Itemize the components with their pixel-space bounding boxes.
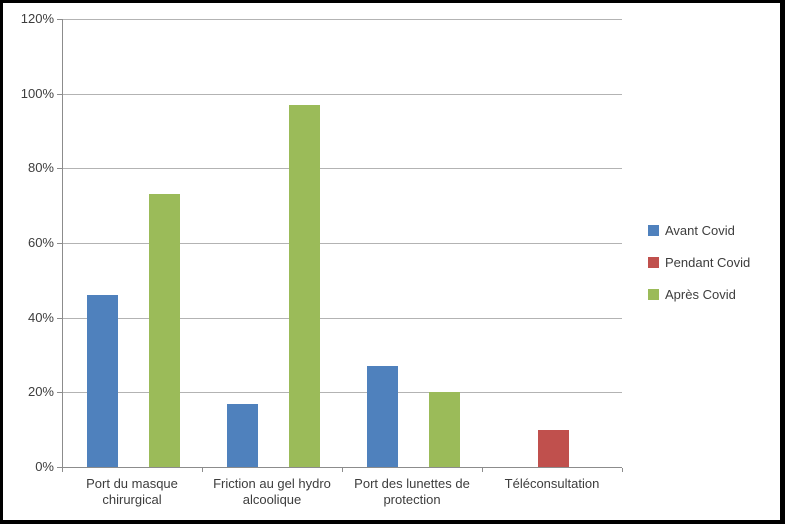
bar-après-covid-cat3 [429,392,460,467]
y-axis-tick-label: 120% [20,11,54,26]
y-axis-line [62,19,63,468]
y-axis-tick-80 [57,168,62,169]
gridline-80 [63,168,622,169]
x-axis-tick-3 [482,468,483,472]
y-axis-tick-label: 60% [27,235,54,250]
bar-avant-covid-cat2 [227,404,258,467]
x-axis-category-label: Friction au gel hydro alcoolique [213,476,331,507]
x-axis-line [57,467,622,468]
x-axis-tick-4 [622,468,623,472]
x-axis-tick-0 [62,468,63,472]
x-axis-category-label: Téléconsultation [504,476,600,491]
x-axis-tick-1 [202,468,203,472]
legend-swatch-icon [648,257,659,268]
y-axis-tick-40 [57,318,62,319]
y-axis-tick-label: 80% [27,160,54,175]
y-axis-tick-label: 20% [27,384,54,399]
y-axis-tick-100 [57,94,62,95]
y-axis-tick-0 [57,467,62,468]
y-axis-tick-20 [57,392,62,393]
legend-item-pendant-covid: Pendant Covid [648,255,750,270]
y-axis-tick-label: 100% [20,86,54,101]
y-axis-tick-120 [57,19,62,20]
bar-avant-covid-cat3 [367,366,398,467]
bar-pendant-covid-cat4 [538,430,569,467]
bar-après-covid-cat1 [149,194,180,467]
gridline-60 [63,243,622,244]
legend-item-label: Avant Covid [665,223,735,238]
legend-item-label: Après Covid [665,287,736,302]
legend: Avant Covid Pendant Covid Après Covid [648,223,750,302]
y-axis-tick-60 [57,243,62,244]
x-axis-tick-2 [342,468,343,472]
y-axis-tick-label: 0% [35,459,54,474]
bar-après-covid-cat2 [289,105,320,467]
x-axis-category-label: Port des lunettes de protection [354,476,470,507]
legend-item-label: Pendant Covid [665,255,751,270]
legend-swatch-icon [648,289,659,300]
gridline-40 [63,318,622,319]
legend-item-avant-covid: Avant Covid [648,223,750,238]
bar-avant-covid-cat1 [87,295,118,467]
gridline-100 [63,94,622,95]
x-axis-category-label: Port du masque chirurgical [86,476,178,507]
gridline-120 [63,19,622,20]
legend-item-après-covid: Après Covid [648,287,750,302]
gridline-20 [63,392,622,393]
legend-swatch-icon [648,225,659,236]
y-axis-tick-label: 40% [27,310,54,325]
